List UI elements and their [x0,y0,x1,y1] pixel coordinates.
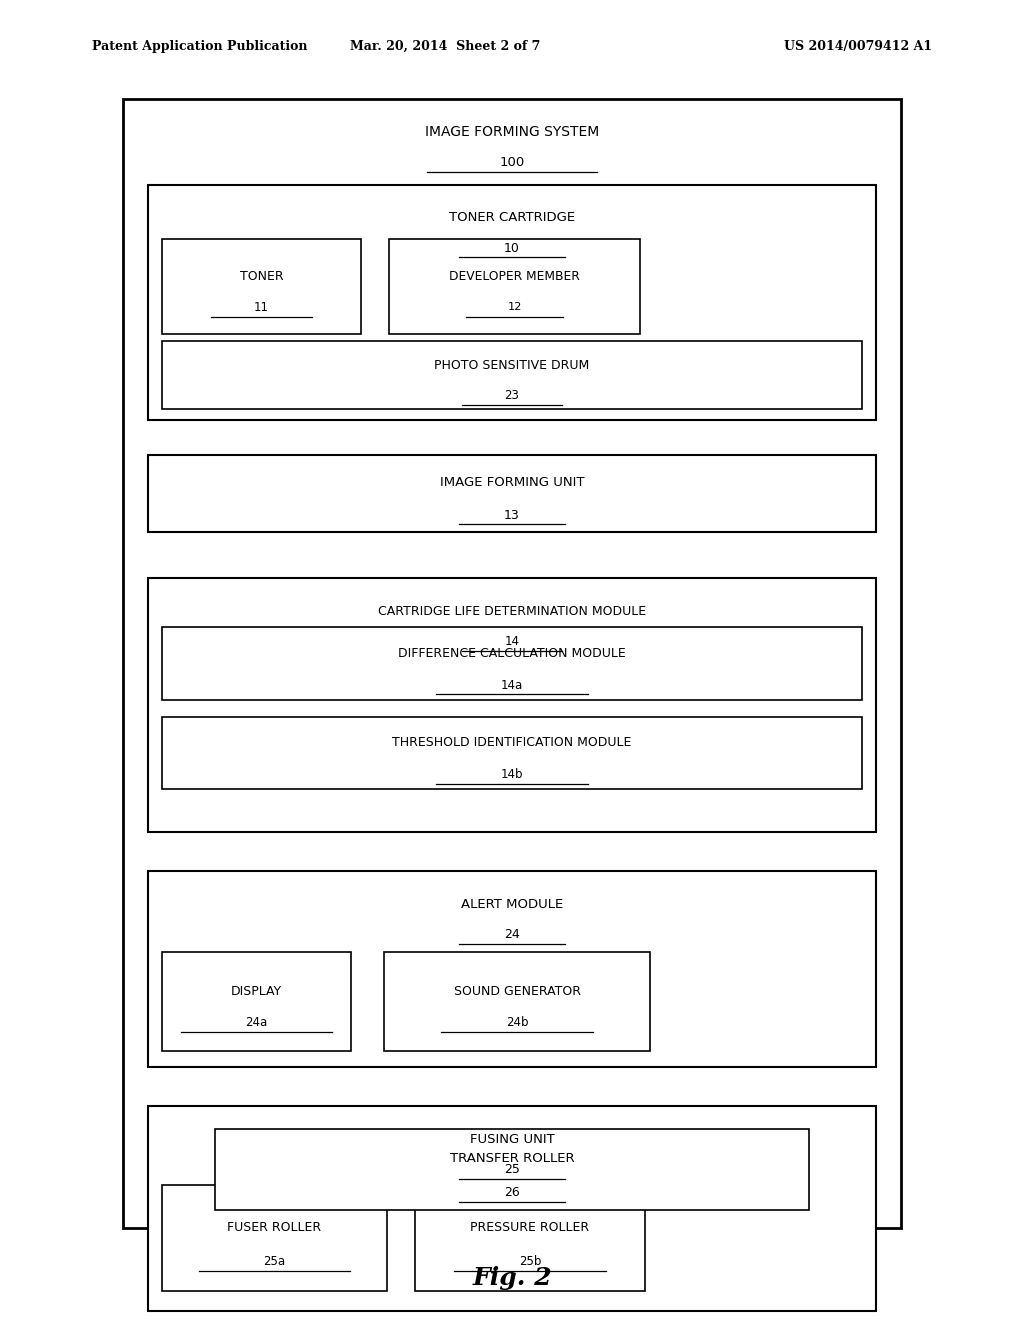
Text: IMAGE FORMING SYSTEM: IMAGE FORMING SYSTEM [425,125,599,139]
FancyBboxPatch shape [148,455,876,532]
Text: 25a: 25a [263,1255,286,1269]
Text: 25b: 25b [519,1255,541,1269]
Text: 100: 100 [500,156,524,169]
Text: 26: 26 [504,1185,520,1199]
FancyBboxPatch shape [162,717,862,789]
Text: 23: 23 [505,389,519,403]
Text: 11: 11 [254,301,269,314]
Text: IMAGE FORMING UNIT: IMAGE FORMING UNIT [439,477,585,490]
FancyBboxPatch shape [162,341,862,409]
Text: 13: 13 [504,508,520,521]
Text: Fig. 2: Fig. 2 [472,1266,552,1290]
Text: DIFFERENCE CALCULATION MODULE: DIFFERENCE CALCULATION MODULE [398,647,626,660]
FancyBboxPatch shape [148,1106,876,1311]
Text: 12: 12 [507,302,522,313]
Text: US 2014/0079412 A1: US 2014/0079412 A1 [783,40,932,53]
Text: CARTRIDGE LIFE DETERMINATION MODULE: CARTRIDGE LIFE DETERMINATION MODULE [378,605,646,618]
Text: Mar. 20, 2014  Sheet 2 of 7: Mar. 20, 2014 Sheet 2 of 7 [350,40,541,53]
Text: 24a: 24a [246,1016,267,1030]
Text: DEVELOPER MEMBER: DEVELOPER MEMBER [450,271,580,284]
Text: 10: 10 [504,242,520,255]
FancyBboxPatch shape [389,239,640,334]
Text: TONER CARTRIDGE: TONER CARTRIDGE [449,211,575,224]
Text: PRESSURE ROLLER: PRESSURE ROLLER [470,1221,590,1234]
Text: PHOTO SENSITIVE DRUM: PHOTO SENSITIVE DRUM [434,359,590,372]
Text: 14a: 14a [501,678,523,692]
Text: TRANSFER ROLLER: TRANSFER ROLLER [450,1151,574,1164]
FancyBboxPatch shape [384,952,650,1051]
Text: 14: 14 [505,635,519,648]
Text: SOUND GENERATOR: SOUND GENERATOR [454,985,581,998]
FancyBboxPatch shape [415,1185,645,1291]
FancyBboxPatch shape [162,952,351,1051]
FancyBboxPatch shape [162,1185,387,1291]
Text: 24b: 24b [506,1016,528,1030]
FancyBboxPatch shape [215,1129,809,1210]
Text: Patent Application Publication: Patent Application Publication [92,40,307,53]
Text: 14b: 14b [501,768,523,781]
FancyBboxPatch shape [148,185,876,420]
Text: FUSING UNIT: FUSING UNIT [470,1133,554,1146]
FancyBboxPatch shape [162,627,862,700]
FancyBboxPatch shape [123,99,901,1228]
Text: TONER: TONER [240,271,284,284]
Text: DISPLAY: DISPLAY [231,985,282,998]
Text: THRESHOLD IDENTIFICATION MODULE: THRESHOLD IDENTIFICATION MODULE [392,737,632,750]
Text: 25: 25 [504,1163,520,1176]
FancyBboxPatch shape [162,239,361,334]
Text: FUSER ROLLER: FUSER ROLLER [227,1221,322,1234]
Text: 24: 24 [504,928,520,941]
FancyBboxPatch shape [148,871,876,1067]
Text: ALERT MODULE: ALERT MODULE [461,898,563,911]
FancyBboxPatch shape [148,578,876,832]
